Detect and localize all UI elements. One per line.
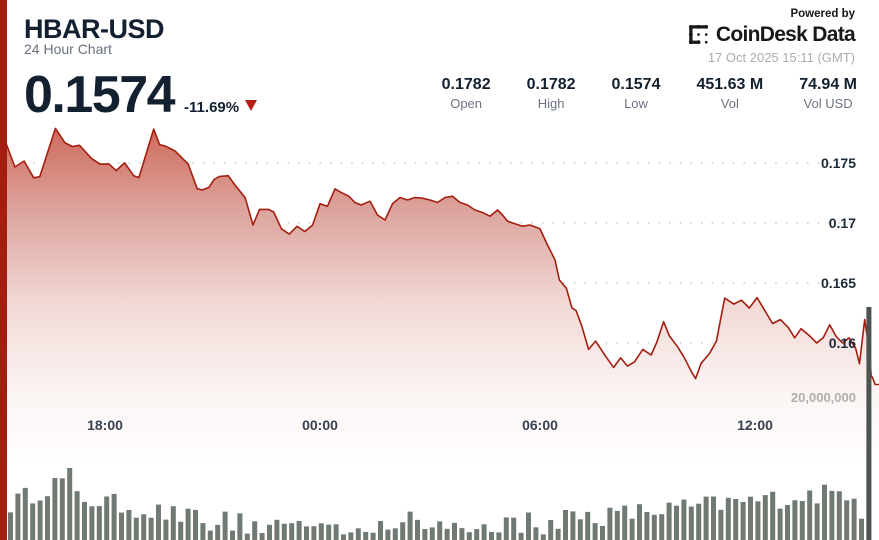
svg-text:20,000,000: 20,000,000 (791, 390, 856, 405)
svg-text:06:00: 06:00 (522, 417, 558, 433)
svg-text:0.175: 0.175 (821, 155, 856, 171)
svg-text:00:00: 00:00 (302, 417, 338, 433)
svg-text:0.165: 0.165 (821, 275, 856, 291)
svg-text:18:00: 18:00 (87, 417, 123, 433)
svg-text:0.17: 0.17 (829, 215, 856, 231)
svg-text:12:00: 12:00 (737, 417, 773, 433)
svg-text:0.16: 0.16 (829, 335, 856, 351)
